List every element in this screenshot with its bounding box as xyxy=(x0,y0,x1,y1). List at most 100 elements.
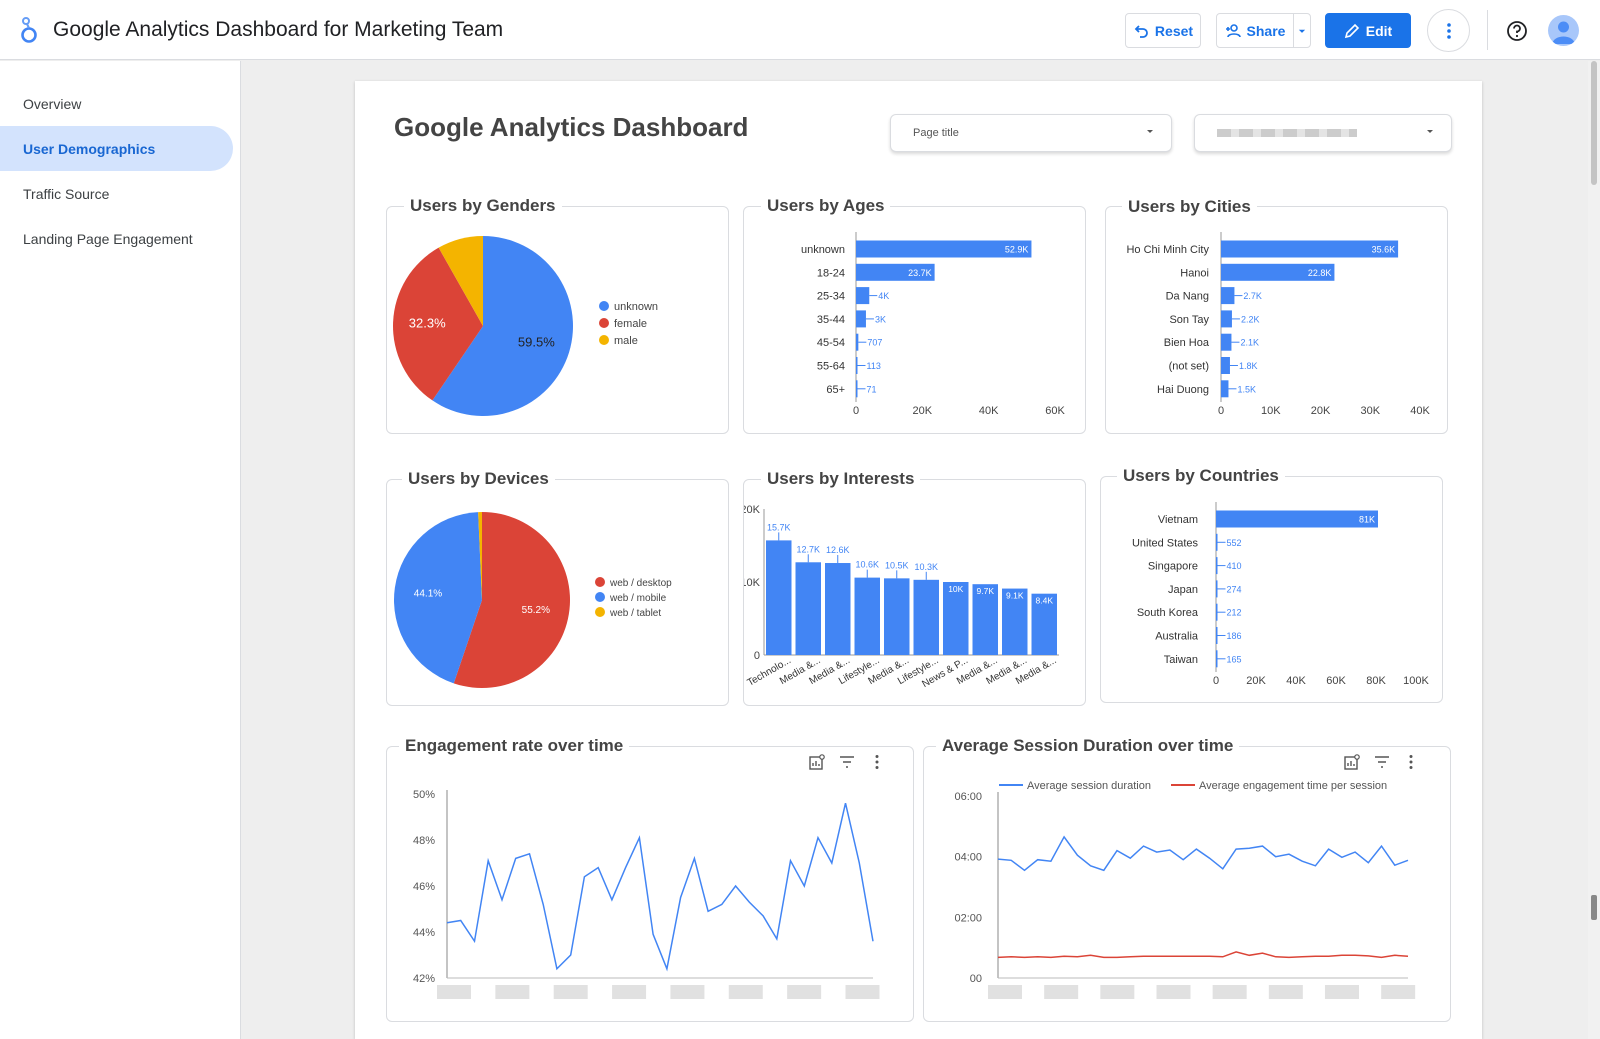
bar-value-label: 81K xyxy=(1359,515,1375,525)
bar xyxy=(856,240,1032,258)
pencil-icon xyxy=(1344,23,1359,38)
share-button[interactable]: Share xyxy=(1216,13,1294,48)
redacted-x-label xyxy=(1212,985,1247,999)
redacted-x-label xyxy=(1044,985,1079,999)
bar-value-label: 8.4K xyxy=(1036,596,1054,606)
redacted-x-label xyxy=(1268,985,1303,999)
redacted-x-label xyxy=(1324,985,1359,999)
legend-label: Average engagement time per session xyxy=(1199,780,1387,792)
date-range-filter[interactable] xyxy=(1194,114,1452,152)
bar-value-label: 1.8K xyxy=(1239,361,1258,371)
bar xyxy=(1221,380,1229,398)
reset-label: Reset xyxy=(1154,22,1194,39)
x-tick-label: 40K xyxy=(1410,405,1430,417)
legend-label: unknown xyxy=(614,301,658,313)
x-tick-label: 40K xyxy=(979,405,999,417)
redacted-x-label xyxy=(553,985,588,999)
pie-slice xyxy=(394,512,482,684)
session-card xyxy=(923,746,1451,1022)
chevron-down-icon xyxy=(1298,29,1306,33)
nav-item-overview[interactable]: Overview xyxy=(0,81,233,126)
bar xyxy=(795,562,821,655)
engagement-rate-chart[interactable]: 42% 44% 46% 48% 50% xyxy=(387,780,913,1020)
x-tick-label: 10K xyxy=(1261,405,1281,417)
session-title: Average Session Duration over time xyxy=(936,736,1240,756)
share-options-button[interactable] xyxy=(1293,13,1311,48)
bar xyxy=(884,578,910,655)
help-icon[interactable] xyxy=(1506,20,1528,42)
category-label: Taiwan xyxy=(1164,654,1198,666)
y-tick-label: 00 xyxy=(970,973,982,985)
x-tick-label: 0 xyxy=(1213,675,1219,687)
ages-title: Users by Ages xyxy=(761,196,891,216)
bar-value-label: 410 xyxy=(1227,561,1242,571)
devices-chart[interactable]: 55.2% web / desktop 44.1% web / mobile web /… xyxy=(387,498,727,698)
x-tick-label: 0 xyxy=(853,405,859,417)
nav-item-landing-page-engagement[interactable]: Landing Page Engagement xyxy=(0,216,233,261)
session-duration-chart[interactable]: 00 02:00 04:00 06:00 Average session duratio… xyxy=(924,776,1450,1020)
bar xyxy=(1031,593,1057,655)
ages-chart[interactable]: unknown 52.9K 18-24 23.7K 25-34 4K 35-44 3K 45-5… xyxy=(744,226,1084,426)
toolbar-divider xyxy=(1487,10,1488,50)
engagement-title: Engagement rate over time xyxy=(399,736,630,756)
page-title-filter[interactable]: Page title xyxy=(890,114,1172,152)
y-tick-label: 04:00 xyxy=(954,852,982,864)
x-tick-label: 20K xyxy=(1311,405,1331,417)
more-vert-icon[interactable] xyxy=(868,753,886,771)
y-tick-label: 44% xyxy=(413,927,435,939)
bar-value-label: 2.2K xyxy=(1241,314,1260,324)
legend-label: male xyxy=(614,335,638,347)
y-tick-label: 0 xyxy=(754,650,760,662)
more-options-button[interactable] xyxy=(1427,9,1470,52)
bar-value-label: 23.7K xyxy=(908,268,932,278)
nav-label: Overview xyxy=(23,95,82,112)
bar-value-label: 2.7K xyxy=(1243,291,1262,301)
series-line xyxy=(446,803,874,972)
slice-label: 44.1% xyxy=(414,588,442,599)
redacted-x-label xyxy=(670,985,705,999)
x-tick-label: 40K xyxy=(1286,675,1306,687)
category-label: Australia xyxy=(1155,631,1199,643)
slice-label: 32.3% xyxy=(409,316,446,331)
bar-value-label: 10.6K xyxy=(855,560,879,570)
y-tick-label: 20K xyxy=(744,504,761,516)
category-label: 55-64 xyxy=(817,361,845,373)
bar-value-label: 9.1K xyxy=(1006,591,1024,601)
account-avatar[interactable] xyxy=(1548,15,1579,46)
scrollbar-track[interactable] xyxy=(1588,61,1600,1039)
countries-chart[interactable]: Vietnam 81K United States 552 Singapore 410 Ja… xyxy=(1101,496,1441,696)
bar xyxy=(1216,557,1218,575)
redacted-x-label xyxy=(1381,985,1416,999)
bar xyxy=(854,577,880,655)
bar xyxy=(766,540,792,655)
filter-icon[interactable] xyxy=(1373,753,1391,771)
pie-slice xyxy=(432,236,573,416)
redacted-x-label xyxy=(787,985,822,999)
bar-value-label: 707 xyxy=(867,338,882,348)
legend-label: web / mobile xyxy=(609,593,667,604)
bar-value-label: 113 xyxy=(867,361,881,371)
reset-button[interactable]: Reset xyxy=(1125,13,1201,48)
chart-explore-icon[interactable] xyxy=(1343,753,1361,771)
series-line xyxy=(997,835,1409,872)
pie-slice xyxy=(478,512,482,600)
scrollbar-position-marker xyxy=(1591,895,1597,920)
bar xyxy=(1216,650,1218,668)
nav-item-traffic-source[interactable]: Traffic Source xyxy=(0,171,233,216)
legend-marker xyxy=(595,577,605,587)
scrollbar-thumb[interactable] xyxy=(1591,61,1597,185)
filter-icon[interactable] xyxy=(838,753,856,771)
genders-chart[interactable]: 59.5% unknown 32.3% female male xyxy=(387,226,727,426)
legend-marker xyxy=(599,301,609,311)
bar xyxy=(856,287,870,305)
redacted-x-label xyxy=(1156,985,1191,999)
cities-chart[interactable]: Ho Chi Minh City 35.6K Hanoi 22.8K Da Nang 2.… xyxy=(1106,226,1446,426)
more-vert-icon[interactable] xyxy=(1402,753,1420,771)
legend-marker xyxy=(595,607,605,617)
edit-button[interactable]: Edit xyxy=(1325,13,1411,48)
bar xyxy=(913,579,939,655)
chart-explore-icon[interactable] xyxy=(808,753,826,771)
nav-label: User Demographics xyxy=(23,140,156,157)
nav-item-user-demographics[interactable]: User Demographics xyxy=(0,126,233,171)
